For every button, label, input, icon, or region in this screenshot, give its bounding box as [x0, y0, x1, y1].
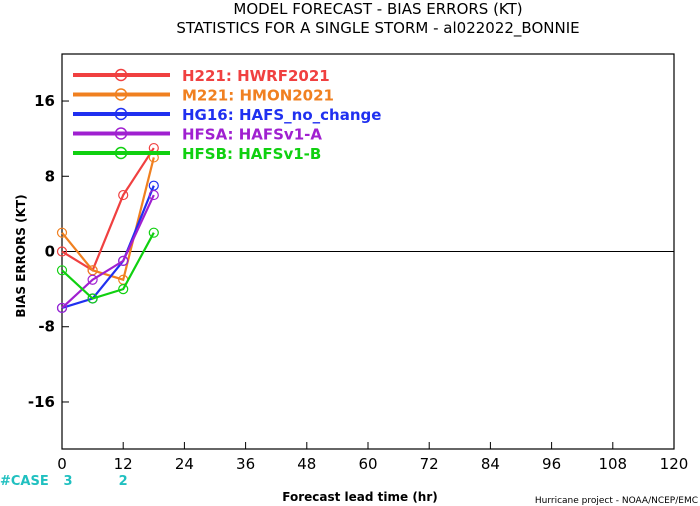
legend-marker — [114, 88, 128, 101]
series-line — [61, 232, 155, 300]
x-tick-label: 48 — [297, 455, 316, 473]
data-point — [56, 265, 68, 276]
data-point — [87, 274, 98, 285]
y-axis-label: BIAS ERRORS (KT) — [14, 194, 28, 317]
data-point — [148, 227, 159, 238]
case-count-value: 3 — [63, 474, 72, 489]
y-axis: -16 -8 0 8 16 — [28, 92, 69, 411]
legend-marker — [114, 107, 128, 121]
series-line — [61, 194, 155, 309]
legend-label: HG16: HAFS_no_change — [182, 106, 381, 124]
chart-title: MODEL FORECAST - BIAS ERRORS (KT) — [233, 0, 522, 18]
series-line — [61, 185, 155, 309]
x-tick-label: 96 — [542, 455, 561, 473]
data-point — [118, 255, 129, 267]
x-tick-label: 24 — [175, 455, 194, 473]
series-line — [61, 157, 155, 282]
data-point — [118, 189, 129, 201]
legend-label: HFSA: HAFSv1-A — [182, 126, 322, 144]
footer-credit: Hurricane project - NOAA/NCEP/EMC — [535, 496, 698, 506]
data-point — [148, 189, 159, 201]
y-tick-label: 8 — [45, 167, 55, 185]
x-tick-label: 12 — [114, 455, 133, 473]
legend-label: HFSB: HAFSv1-B — [182, 145, 321, 163]
chart-subtitle: STATISTICS FOR A SINGLE STORM - al022022… — [176, 19, 579, 38]
x-tick-label: 0 — [57, 455, 67, 473]
x-axis: 0 12 24 36 48 60 72 84 96 108 120 — [57, 442, 688, 473]
data-point — [56, 302, 68, 314]
case-count-row: #CASE 3 2 — [0, 474, 128, 489]
x-tick-label: 60 — [358, 455, 377, 473]
y-tick-label: -8 — [38, 318, 55, 336]
x-tick-label: 72 — [420, 455, 439, 473]
x-axis-label: Forecast lead time (hr) — [282, 490, 438, 504]
x-tick-label: 120 — [660, 455, 689, 473]
x-tick-label: 84 — [481, 455, 500, 473]
legend-marker — [114, 127, 128, 140]
data-point — [87, 293, 98, 304]
x-tick-label: 108 — [598, 455, 627, 473]
data-point — [118, 284, 129, 295]
case-count-label: #CASE — [0, 474, 49, 489]
y-tick-label: 0 — [45, 243, 55, 261]
y-tick-label: -16 — [28, 393, 55, 411]
data-point — [56, 246, 68, 257]
series-layer — [56, 142, 159, 314]
legend-marker — [114, 68, 128, 82]
series-line — [61, 147, 155, 272]
y-tick-label: 16 — [34, 92, 55, 110]
data-point — [56, 227, 68, 238]
legend-label: H221: HWRF2021 — [182, 67, 330, 85]
legend-label: M221: HMON2021 — [182, 87, 334, 105]
legend-marker — [114, 146, 128, 160]
x-tick-label: 36 — [236, 455, 255, 473]
case-count-value: 2 — [119, 474, 128, 489]
